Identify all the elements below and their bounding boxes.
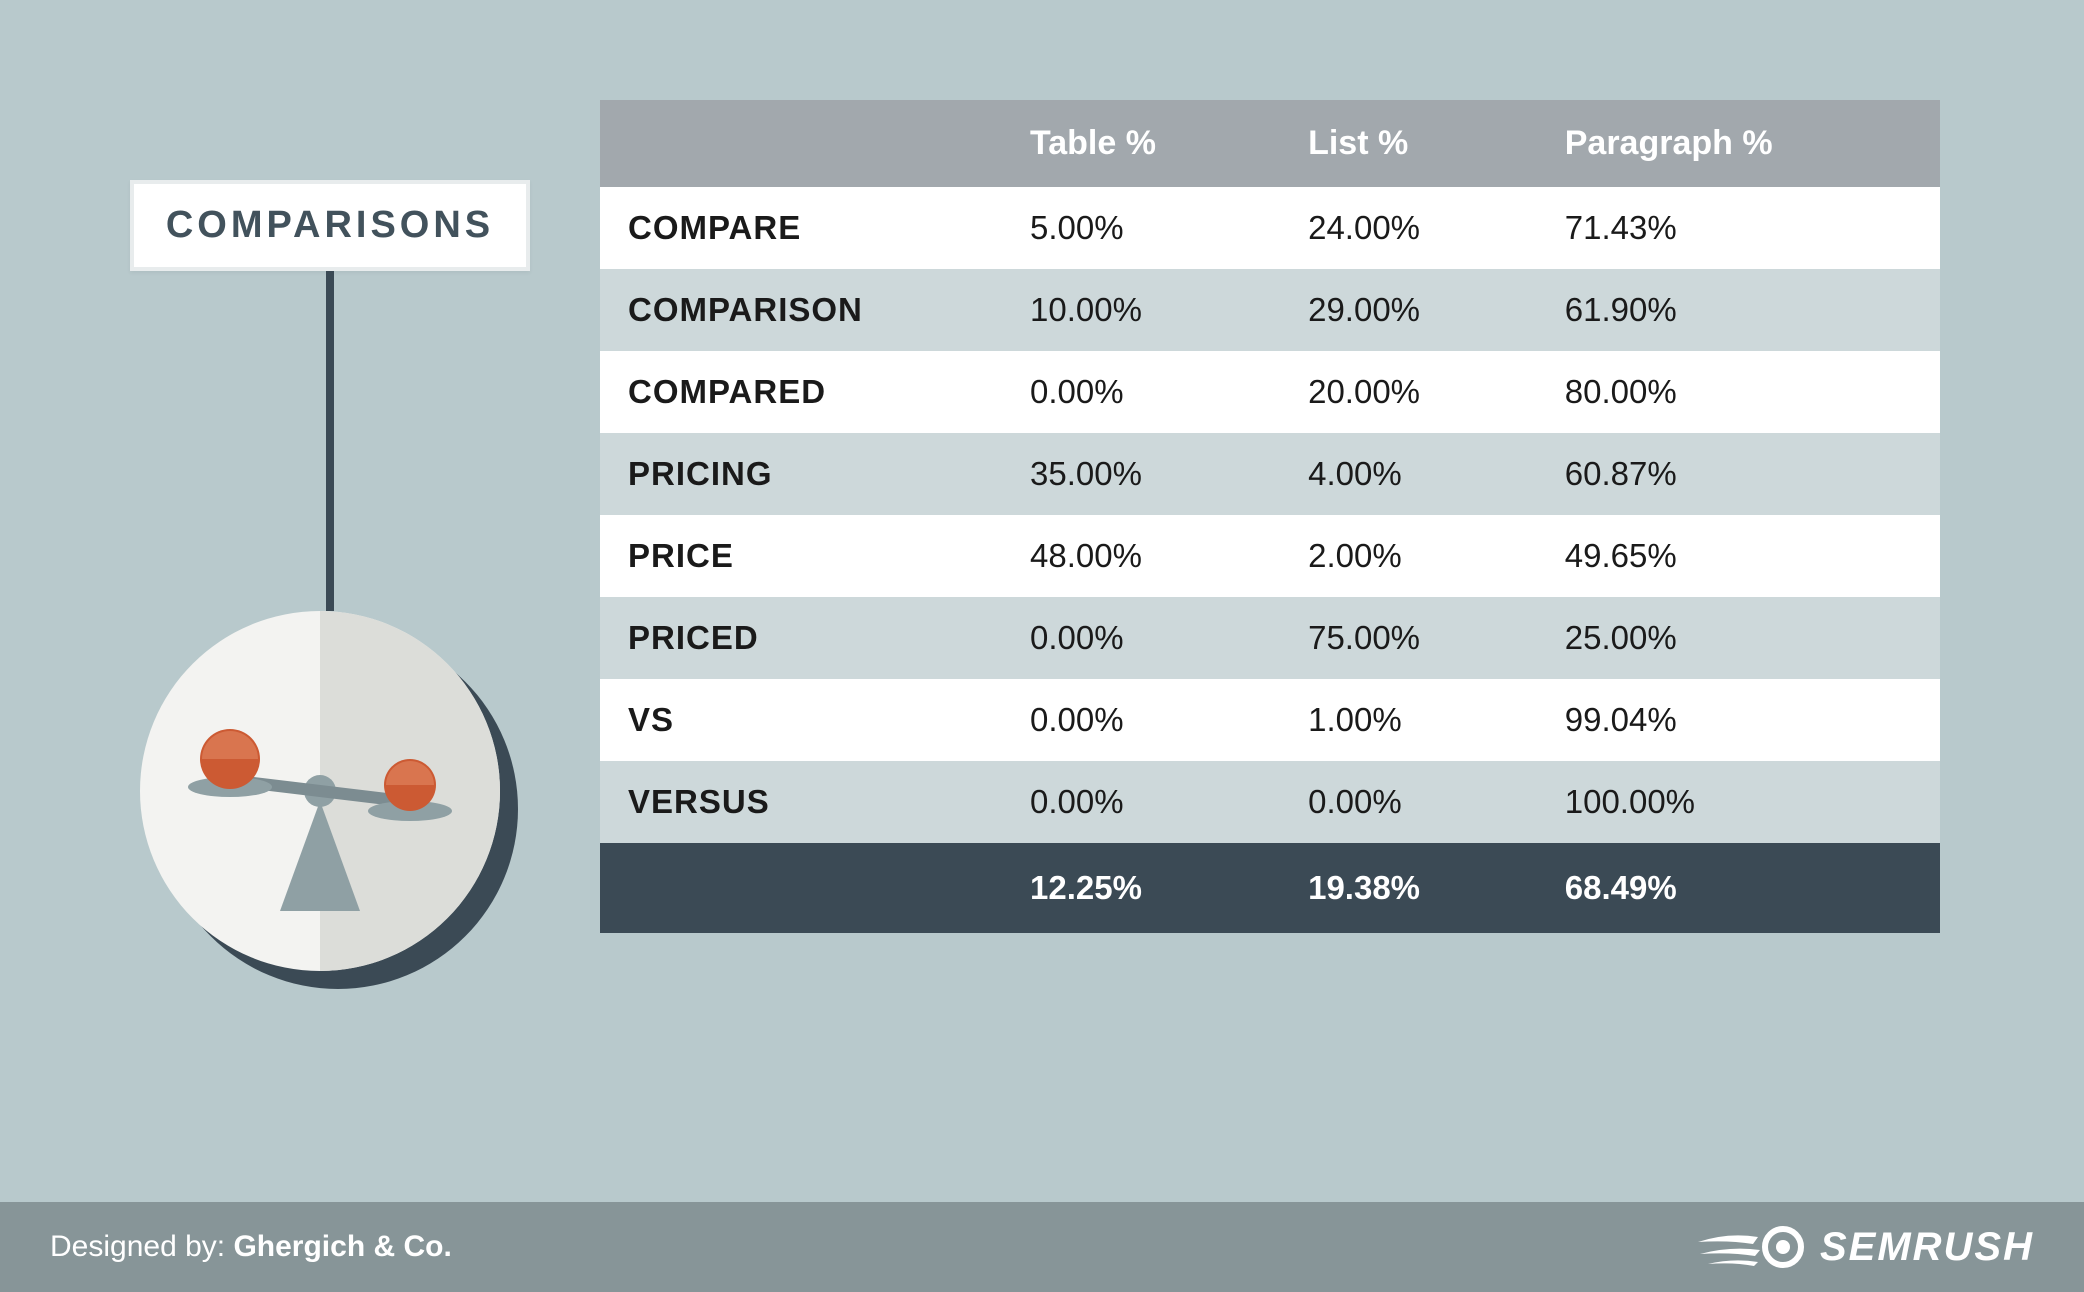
designed-label: Designed by:: [50, 1230, 233, 1263]
scale-illustration: [140, 611, 520, 991]
designed-by: Ghergich & Co.: [233, 1230, 451, 1263]
semrush-logo: SEMRUSH: [1688, 1222, 2034, 1272]
title-box: COMPARISONS: [130, 180, 530, 271]
table-row: COMPARED 0.00% 20.00% 80.00%: [600, 351, 1940, 433]
cell: 4.00%: [1280, 433, 1537, 515]
left-panel: COMPARISONS: [100, 100, 560, 991]
row-label: COMPARE: [600, 187, 1002, 269]
page-footer: Designed by: Ghergich & Co. SEMRUSH: [0, 1202, 2084, 1292]
row-label: PRICED: [600, 597, 1002, 679]
total-cell: 19.38%: [1280, 843, 1537, 933]
table-row: PRICE 48.00% 2.00% 49.65%: [600, 515, 1940, 597]
credit: Designed by: Ghergich & Co.: [50, 1230, 452, 1264]
comparison-table: Table % List % Paragraph % COMPARE 5.00%…: [600, 100, 1940, 933]
cell: 0.00%: [1280, 761, 1537, 843]
total-label: [600, 843, 1002, 933]
row-label: PRICE: [600, 515, 1002, 597]
cell: 10.00%: [1002, 269, 1280, 351]
table-row: COMPARISON 10.00% 29.00% 61.90%: [600, 269, 1940, 351]
cell: 49.65%: [1537, 515, 1940, 597]
main-content: COMPARISONS: [0, 0, 2084, 991]
logo-text: SEMRUSH: [1820, 1225, 2034, 1270]
col-blank: [600, 100, 1002, 187]
cell: 60.87%: [1537, 433, 1940, 515]
cell: 0.00%: [1002, 351, 1280, 433]
cell: 25.00%: [1537, 597, 1940, 679]
cell: 2.00%: [1280, 515, 1537, 597]
row-label: COMPARISON: [600, 269, 1002, 351]
cell: 61.90%: [1537, 269, 1940, 351]
cell: 35.00%: [1002, 433, 1280, 515]
cell: 99.04%: [1537, 679, 1940, 761]
cell: 75.00%: [1280, 597, 1537, 679]
cell: 0.00%: [1002, 597, 1280, 679]
row-label: VS: [600, 679, 1002, 761]
table-body: COMPARE 5.00% 24.00% 71.43% COMPARISON 1…: [600, 187, 1940, 843]
total-cell: 12.25%: [1002, 843, 1280, 933]
row-label: PRICING: [600, 433, 1002, 515]
cell: 100.00%: [1537, 761, 1940, 843]
title-text: COMPARISONS: [166, 204, 494, 246]
semrush-logo-icon: [1688, 1222, 1808, 1272]
table-header: Table % List % Paragraph %: [600, 100, 1940, 187]
balance-scale-icon: [140, 611, 500, 971]
cell: 24.00%: [1280, 187, 1537, 269]
comparison-table-wrap: Table % List % Paragraph % COMPARE 5.00%…: [600, 100, 1940, 933]
row-label: COMPARED: [600, 351, 1002, 433]
table-footer: 12.25% 19.38% 68.49%: [600, 843, 1940, 933]
total-cell: 68.49%: [1537, 843, 1940, 933]
table-row: COMPARE 5.00% 24.00% 71.43%: [600, 187, 1940, 269]
cell: 29.00%: [1280, 269, 1537, 351]
table-row: PRICING 35.00% 4.00% 60.87%: [600, 433, 1940, 515]
cell: 80.00%: [1537, 351, 1940, 433]
cell: 0.00%: [1002, 679, 1280, 761]
cell: 1.00%: [1280, 679, 1537, 761]
cell: 71.43%: [1537, 187, 1940, 269]
cell: 20.00%: [1280, 351, 1537, 433]
col-list: List %: [1280, 100, 1537, 187]
table-row: VS 0.00% 1.00% 99.04%: [600, 679, 1940, 761]
title-connector: [326, 271, 334, 611]
col-paragraph: Paragraph %: [1537, 100, 1940, 187]
cell: 0.00%: [1002, 761, 1280, 843]
circle-bg: [140, 611, 500, 971]
cell: 48.00%: [1002, 515, 1280, 597]
col-table: Table %: [1002, 100, 1280, 187]
table-row: VERSUS 0.00% 0.00% 100.00%: [600, 761, 1940, 843]
cell: 5.00%: [1002, 187, 1280, 269]
table-row: PRICED 0.00% 75.00% 25.00%: [600, 597, 1940, 679]
row-label: VERSUS: [600, 761, 1002, 843]
